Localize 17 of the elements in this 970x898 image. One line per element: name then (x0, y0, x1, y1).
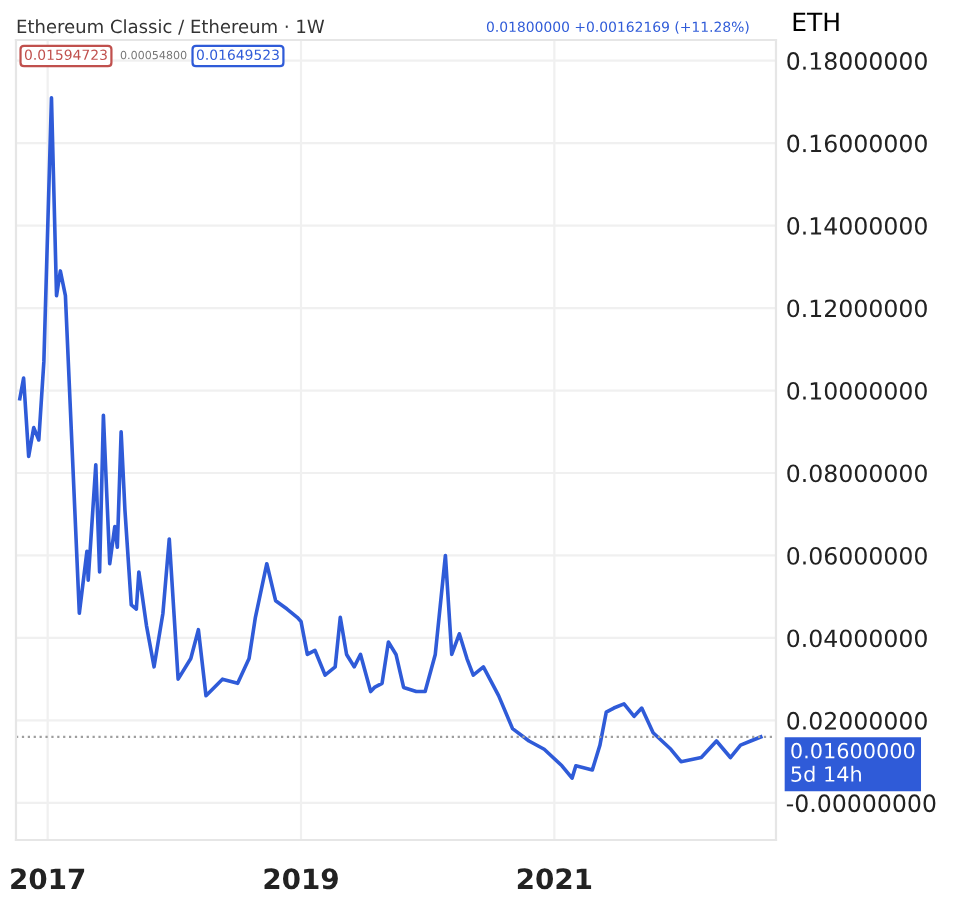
y-axis-title: ETH (793, 12, 839, 31)
y-tick-label: 0.10000000 (787, 381, 927, 400)
y-tick-label: 0.12000000 (787, 299, 927, 318)
x-tick-label: 2021 (517, 868, 592, 890)
line-series (17, 95, 763, 780)
x-tick-label: 2019 (264, 868, 338, 890)
y-tick-label: 0.02000000 (787, 711, 927, 730)
x-tick-label: 2017 (11, 868, 85, 890)
y-tick-label: 0.06000000 (787, 546, 927, 565)
ref-line-label: 0.01600000 5d 14h (791, 742, 915, 782)
y-tick-label: 0.14000000 (787, 217, 927, 235)
y-tick-label: 0.18000000 (787, 52, 927, 70)
y-tick-label: 0.16000000 (787, 134, 927, 153)
y-tick-label: -0.00000000 (786, 794, 936, 813)
y-tick-label: 0.04000000 (787, 629, 927, 648)
chart-title: Ethereum Classic / Ethereum · 1W (17, 19, 325, 35)
y-tick-label: 0.08000000 (787, 464, 927, 483)
